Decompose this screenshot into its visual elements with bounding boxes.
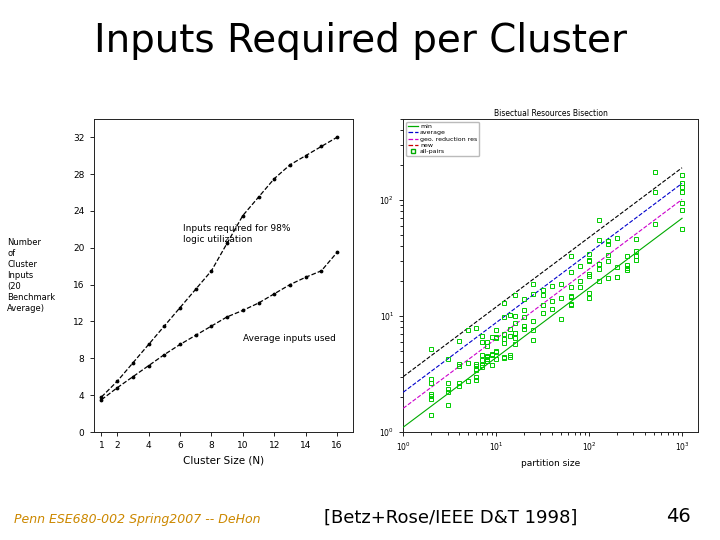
Text: Inputs Required per Cluster: Inputs Required per Cluster — [94, 22, 626, 59]
Text: Average inputs used: Average inputs used — [243, 334, 336, 342]
Title: Bisectual Resources Bisection: Bisectual Resources Bisection — [494, 109, 608, 118]
Legend: min, average, geo. reduction res, new, all-pairs: min, average, geo. reduction res, new, a… — [406, 122, 480, 156]
Text: Number
of
Cluster
Inputs
(20
Benchmark
Average): Number of Cluster Inputs (20 Benchmark A… — [7, 238, 55, 313]
X-axis label: partition size: partition size — [521, 459, 580, 468]
X-axis label: Cluster Size (N): Cluster Size (N) — [183, 456, 264, 465]
Text: Penn ESE680-002 Spring2007 -- DeHon: Penn ESE680-002 Spring2007 -- DeHon — [14, 514, 261, 526]
Text: [Betz+Rose/IEEE D&T 1998]: [Betz+Rose/IEEE D&T 1998] — [324, 509, 577, 526]
Text: 46: 46 — [667, 508, 691, 526]
Text: Inputs required for 98%
logic utilization: Inputs required for 98% logic utilizatio… — [183, 224, 291, 244]
